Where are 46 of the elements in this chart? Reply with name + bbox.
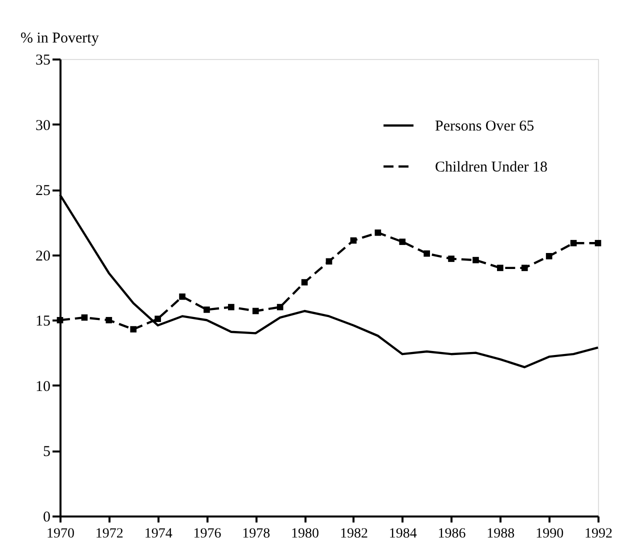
- y-tick-label: 5: [43, 444, 50, 460]
- point: [521, 264, 528, 272]
- x-tick-label: 1992: [584, 526, 612, 542]
- point: [424, 250, 430, 257]
- x-tick-label: 1976: [193, 526, 222, 542]
- point: [81, 314, 88, 321]
- point: [204, 306, 210, 313]
- point: [130, 326, 137, 332]
- point: [179, 293, 186, 300]
- point: [570, 240, 577, 246]
- x-tick-label: 1972: [95, 526, 124, 542]
- x-tick-label: 1982: [340, 526, 368, 542]
- point: [276, 304, 284, 310]
- y-tick-label: 30: [36, 118, 50, 134]
- point: [106, 316, 112, 324]
- point: [497, 264, 504, 272]
- y-tick-label: 10: [36, 378, 50, 395]
- x-tick-label: 1974: [144, 526, 172, 542]
- point: [472, 256, 479, 264]
- point: [56, 316, 64, 324]
- y-tick-label: 25: [36, 183, 50, 200]
- legend-label: Children Under 18: [435, 160, 548, 176]
- point: [154, 316, 161, 322]
- point: [228, 304, 234, 310]
- point: [301, 279, 308, 286]
- x-tick-label: 1988: [486, 526, 515, 542]
- point: [350, 237, 357, 244]
- point: [399, 238, 406, 245]
- point: [374, 230, 382, 236]
- point: [546, 253, 552, 260]
- y-tick-label: 20: [36, 248, 50, 264]
- y-tick-label: 35: [36, 52, 50, 68]
- x-tick-label: 1990: [536, 526, 564, 542]
- point: [594, 240, 602, 246]
- y-axis-title: % in Poverty: [20, 30, 100, 46]
- x-tick-label: 1978: [242, 526, 270, 542]
- point: [326, 258, 332, 265]
- y-tick-label: 0: [43, 510, 50, 526]
- point: [252, 308, 259, 314]
- x-tick-label: 1984: [388, 526, 417, 542]
- x-tick-label: 1986: [438, 526, 466, 542]
- y-tick-label: 15: [36, 314, 50, 330]
- x-tick-label: 1980: [291, 526, 320, 542]
- point: [448, 256, 454, 262]
- legend-label: Persons Over 65: [435, 118, 534, 134]
- x-tick-label: 1970: [46, 526, 74, 542]
